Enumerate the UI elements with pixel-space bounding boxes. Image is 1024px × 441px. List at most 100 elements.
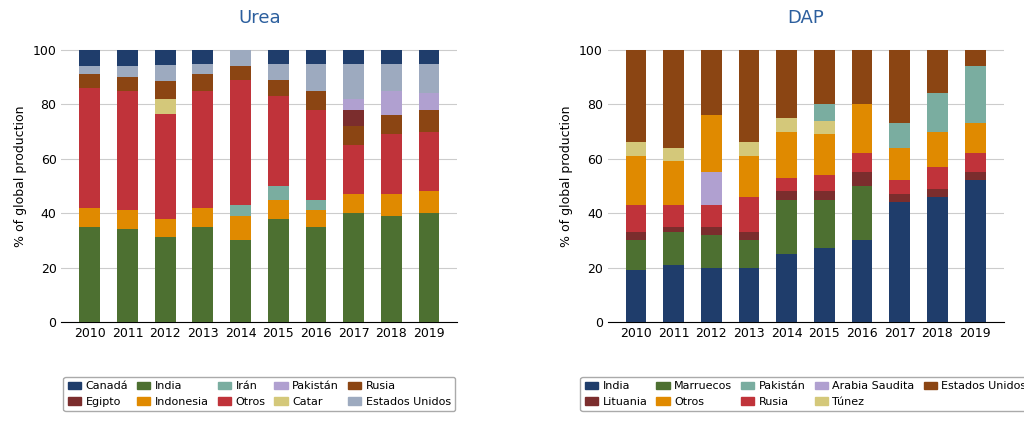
Bar xyxy=(80,88,100,208)
Bar xyxy=(305,110,327,199)
Bar xyxy=(80,227,100,322)
Bar xyxy=(305,64,327,91)
Bar xyxy=(814,134,835,175)
Bar xyxy=(890,123,910,148)
Bar xyxy=(626,240,646,270)
Bar xyxy=(664,50,684,148)
Bar xyxy=(890,148,910,180)
Bar xyxy=(852,50,872,105)
Bar xyxy=(117,66,138,77)
Bar xyxy=(701,268,722,322)
Bar xyxy=(305,210,327,227)
Bar xyxy=(852,186,872,240)
Bar xyxy=(965,172,985,180)
Bar xyxy=(927,93,948,131)
Bar xyxy=(193,91,213,208)
Bar xyxy=(927,50,948,93)
Bar xyxy=(419,213,439,322)
Bar xyxy=(776,191,797,199)
Bar xyxy=(776,199,797,254)
Bar xyxy=(776,131,797,178)
Bar xyxy=(230,205,251,216)
Bar xyxy=(343,50,364,64)
Bar xyxy=(343,145,364,194)
Legend: Canadá, Egipto, India, Indonesia, Irán, Otros, Pakistán, Catar, Rusia, Estados U: Canadá, Egipto, India, Indonesia, Irán, … xyxy=(63,377,456,411)
Bar xyxy=(738,156,760,197)
Bar xyxy=(814,191,835,199)
Bar xyxy=(419,110,439,131)
Bar xyxy=(965,180,985,322)
Bar xyxy=(664,148,684,161)
Bar xyxy=(193,208,213,227)
Y-axis label: % of global production: % of global production xyxy=(14,106,28,247)
Bar xyxy=(117,229,138,322)
Bar xyxy=(230,50,251,66)
Bar xyxy=(890,50,910,123)
Bar xyxy=(814,175,835,191)
Y-axis label: % of global production: % of global production xyxy=(560,106,573,247)
Bar xyxy=(343,213,364,322)
Bar xyxy=(664,227,684,232)
Bar xyxy=(664,265,684,322)
Bar xyxy=(80,66,100,75)
Bar xyxy=(155,114,175,219)
Bar xyxy=(626,232,646,240)
Bar xyxy=(852,153,872,172)
Bar xyxy=(268,50,289,64)
Bar xyxy=(193,227,213,322)
Bar xyxy=(701,115,722,172)
Bar xyxy=(80,75,100,88)
Legend: India, Lituania, Marruecos, Otros, Pakistán, Rusia, Arabia Saudita, Túnez, Estad: India, Lituania, Marruecos, Otros, Pakis… xyxy=(581,377,1024,411)
Bar xyxy=(626,270,646,322)
Bar xyxy=(305,50,327,64)
Bar xyxy=(268,80,289,96)
Bar xyxy=(626,156,646,205)
Bar xyxy=(927,167,948,189)
Bar xyxy=(268,219,289,322)
Bar xyxy=(738,142,760,156)
Bar xyxy=(927,131,948,167)
Bar xyxy=(381,216,401,322)
Bar xyxy=(626,142,646,156)
Bar xyxy=(738,240,760,268)
Bar xyxy=(305,227,327,322)
Bar xyxy=(155,81,175,99)
Bar xyxy=(268,199,289,219)
Bar xyxy=(701,227,722,235)
Bar xyxy=(155,99,175,114)
Bar xyxy=(419,131,439,191)
Bar xyxy=(852,240,872,322)
Bar xyxy=(776,118,797,131)
Bar xyxy=(419,64,439,93)
Bar xyxy=(305,91,327,110)
Bar xyxy=(117,91,138,210)
Bar xyxy=(343,194,364,213)
Bar xyxy=(814,121,835,134)
Bar xyxy=(230,216,251,240)
Bar xyxy=(193,50,213,64)
Bar xyxy=(381,64,401,91)
Bar xyxy=(117,50,138,66)
Bar xyxy=(927,197,948,322)
Bar xyxy=(927,189,948,197)
Title: DAP: DAP xyxy=(787,8,824,26)
Bar xyxy=(343,99,364,110)
Bar xyxy=(965,153,985,172)
Bar xyxy=(155,50,175,65)
Bar xyxy=(155,65,175,81)
Bar xyxy=(965,123,985,153)
Bar xyxy=(80,208,100,227)
Bar xyxy=(193,64,213,75)
Bar xyxy=(626,205,646,232)
Bar xyxy=(814,199,835,248)
Bar xyxy=(305,199,327,210)
Bar xyxy=(268,64,289,80)
Bar xyxy=(626,50,646,142)
Bar xyxy=(230,240,251,322)
Bar xyxy=(852,172,872,186)
Bar xyxy=(419,191,439,213)
Bar xyxy=(268,96,289,186)
Bar xyxy=(381,134,401,194)
Bar xyxy=(701,50,722,115)
Bar xyxy=(890,194,910,202)
